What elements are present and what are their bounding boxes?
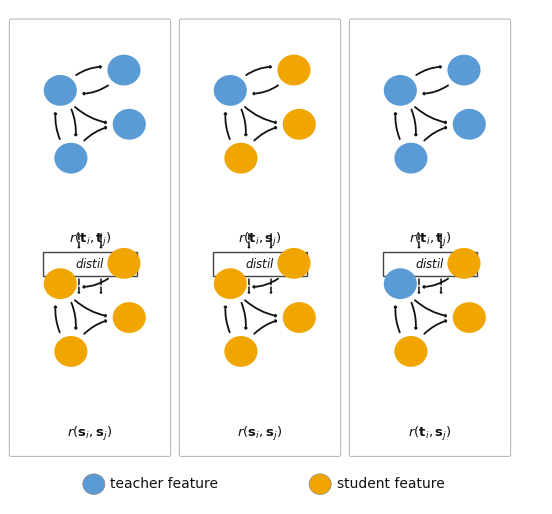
FancyBboxPatch shape (9, 19, 171, 456)
Text: $\mathit{distil}$: $\mathit{distil}$ (415, 257, 445, 271)
Circle shape (54, 336, 87, 367)
Circle shape (394, 336, 427, 367)
Circle shape (214, 75, 247, 106)
Text: student feature: student feature (337, 477, 444, 491)
Circle shape (108, 54, 141, 85)
FancyBboxPatch shape (43, 252, 137, 276)
Text: $r(\mathbf{t}_i, \mathbf{s}_j)$: $r(\mathbf{t}_i, \mathbf{s}_j)$ (408, 425, 452, 443)
Circle shape (54, 143, 87, 174)
Circle shape (283, 109, 316, 140)
Circle shape (113, 302, 146, 333)
Text: $\mathit{distil}$: $\mathit{distil}$ (75, 257, 105, 271)
Circle shape (394, 143, 427, 174)
Circle shape (113, 109, 146, 140)
Circle shape (384, 75, 417, 106)
Text: $r(\mathbf{t}_i, \mathbf{s}_j)$: $r(\mathbf{t}_i, \mathbf{s}_j)$ (238, 231, 282, 249)
Circle shape (214, 268, 247, 299)
Circle shape (44, 75, 77, 106)
Text: $r(\mathbf{s}_i, \mathbf{s}_j)$: $r(\mathbf{s}_i, \mathbf{s}_j)$ (237, 425, 283, 443)
FancyBboxPatch shape (349, 19, 511, 456)
Text: $r(\mathbf{t}_i, \mathbf{t}_j)$: $r(\mathbf{t}_i, \mathbf{t}_j)$ (69, 231, 111, 249)
Circle shape (224, 336, 257, 367)
Circle shape (448, 54, 481, 85)
Circle shape (309, 474, 331, 494)
Circle shape (448, 248, 481, 279)
Circle shape (384, 268, 417, 299)
Circle shape (108, 248, 141, 279)
Circle shape (44, 268, 77, 299)
Circle shape (83, 474, 105, 494)
FancyBboxPatch shape (179, 19, 341, 456)
Circle shape (278, 54, 311, 85)
Text: $r(\mathbf{t}_i, \mathbf{t}_j)$: $r(\mathbf{t}_i, \mathbf{t}_j)$ (409, 231, 451, 249)
Circle shape (224, 143, 257, 174)
Text: $\mathit{distil}$: $\mathit{distil}$ (245, 257, 275, 271)
Text: teacher feature: teacher feature (110, 477, 219, 491)
Circle shape (453, 302, 486, 333)
FancyBboxPatch shape (383, 252, 477, 276)
Text: $r(\mathbf{s}_i, \mathbf{s}_j)$: $r(\mathbf{s}_i, \mathbf{s}_j)$ (67, 425, 113, 443)
FancyBboxPatch shape (213, 252, 307, 276)
Circle shape (278, 248, 311, 279)
Circle shape (453, 109, 486, 140)
Circle shape (283, 302, 316, 333)
